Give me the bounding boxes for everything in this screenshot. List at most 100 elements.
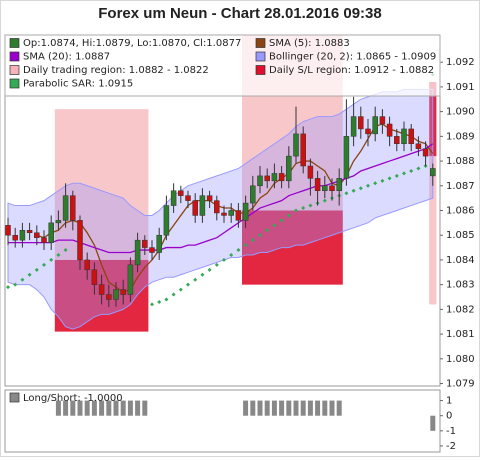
candle-body	[343, 136, 350, 179]
legend-label: Bollinger (20, 2): 1.0865 - 1.0909	[269, 52, 436, 63]
panel-label: Long/Short: -1.0000	[23, 393, 123, 404]
candle-body	[358, 116, 364, 130]
position-bar	[55, 400, 61, 416]
candle-body	[221, 212, 227, 216]
candle-body	[286, 155, 292, 182]
candle-body	[415, 143, 422, 149]
sar-dot	[34, 267, 39, 272]
position-bar	[257, 400, 263, 416]
sar-dot	[63, 248, 68, 253]
sar-dot	[258, 233, 262, 238]
main-layer	[5, 35, 437, 332]
candle-body	[430, 168, 436, 177]
sar-dot	[42, 262, 46, 267]
sar-dot	[294, 208, 298, 213]
sar-dot	[157, 299, 162, 304]
sar-dot	[178, 287, 183, 292]
sl-region	[242, 210, 343, 285]
candle-body	[394, 136, 400, 145]
y-tick-label: 1.085	[446, 230, 475, 241]
position-bar	[106, 400, 112, 416]
position-bar	[315, 400, 321, 416]
legend-swatch	[9, 51, 20, 62]
position-bar	[279, 400, 285, 416]
sar-dot	[286, 213, 291, 218]
sar-dot	[13, 282, 18, 287]
candle-body	[156, 234, 162, 253]
candle-body	[314, 178, 321, 191]
candle-body	[142, 239, 148, 248]
sar-dot	[20, 277, 25, 282]
legend-label: Daily S/L region: 1.0912 - 1.0882	[269, 65, 434, 76]
position-bar	[293, 400, 299, 416]
sar-dot	[150, 302, 154, 307]
candle-body	[5, 225, 11, 236]
sar-dot	[164, 297, 169, 302]
sar-dot	[322, 198, 327, 203]
sar-dot	[279, 218, 284, 223]
candle-body	[55, 220, 62, 224]
candle-body	[91, 269, 98, 285]
position-bar	[135, 400, 141, 416]
sar-dot	[193, 277, 198, 282]
sar-dot	[243, 243, 248, 248]
legend-box	[4, 34, 441, 97]
sar-dot	[351, 188, 356, 193]
legend-label: Daily trading region: 1.0882 - 1.0822	[23, 65, 209, 76]
candle-body	[149, 247, 155, 253]
legend-swatch	[255, 51, 266, 62]
candle-body	[170, 190, 177, 206]
y-tick-label: 1.081	[446, 329, 475, 340]
legend-swatch	[9, 78, 20, 89]
position-bar	[77, 400, 83, 416]
sar-dot	[402, 171, 406, 176]
sar-dot	[380, 178, 385, 183]
candle-body	[336, 178, 342, 191]
sar-dot	[416, 166, 421, 171]
sar-dot	[387, 176, 392, 181]
candle-body	[134, 239, 141, 266]
candle-body	[199, 195, 206, 216]
candle-body	[98, 284, 105, 295]
candle-body	[228, 210, 234, 216]
legend-swatch	[255, 38, 266, 48]
candle-body	[322, 185, 328, 191]
sar-dot	[186, 282, 190, 287]
position-bar	[243, 400, 249, 416]
legend-swatch	[9, 65, 20, 75]
legend-swatch	[255, 65, 266, 75]
candle-body	[250, 185, 256, 204]
candle-body	[278, 173, 285, 182]
y-tick-label: 0	[446, 411, 452, 422]
sar-dot	[49, 257, 54, 262]
sar-dot	[272, 223, 277, 228]
candle-body	[106, 294, 112, 300]
y-tick-label: 1.088	[446, 156, 475, 167]
position-bar	[120, 400, 126, 416]
sar-dot	[229, 252, 234, 257]
y-tick-label: 1.082	[446, 304, 475, 315]
sar-dot	[6, 285, 10, 290]
candle-body	[127, 264, 134, 295]
sar-dot	[373, 181, 378, 186]
sar-dot	[27, 272, 32, 277]
y-tick-label: 1	[446, 396, 452, 407]
position-bar	[113, 400, 119, 416]
position-bar	[336, 400, 342, 416]
chart-title: Forex um Neun - Chart 28.01.2016 09:38	[98, 5, 381, 22]
candle-body	[242, 202, 249, 221]
candle-body	[365, 128, 371, 135]
position-bar	[286, 400, 292, 416]
legend-swatch	[9, 38, 20, 48]
sar-dot	[236, 248, 241, 253]
legend-label: SMA (20): 1.0887	[23, 52, 110, 63]
candle-body	[386, 123, 393, 137]
candle-body	[34, 232, 40, 238]
position-bar	[329, 400, 335, 416]
candle-body	[185, 195, 191, 201]
y-tick-label: 1.080	[446, 354, 475, 365]
sar-dot	[366, 183, 370, 188]
y-tick-label: 1.091	[446, 82, 475, 93]
